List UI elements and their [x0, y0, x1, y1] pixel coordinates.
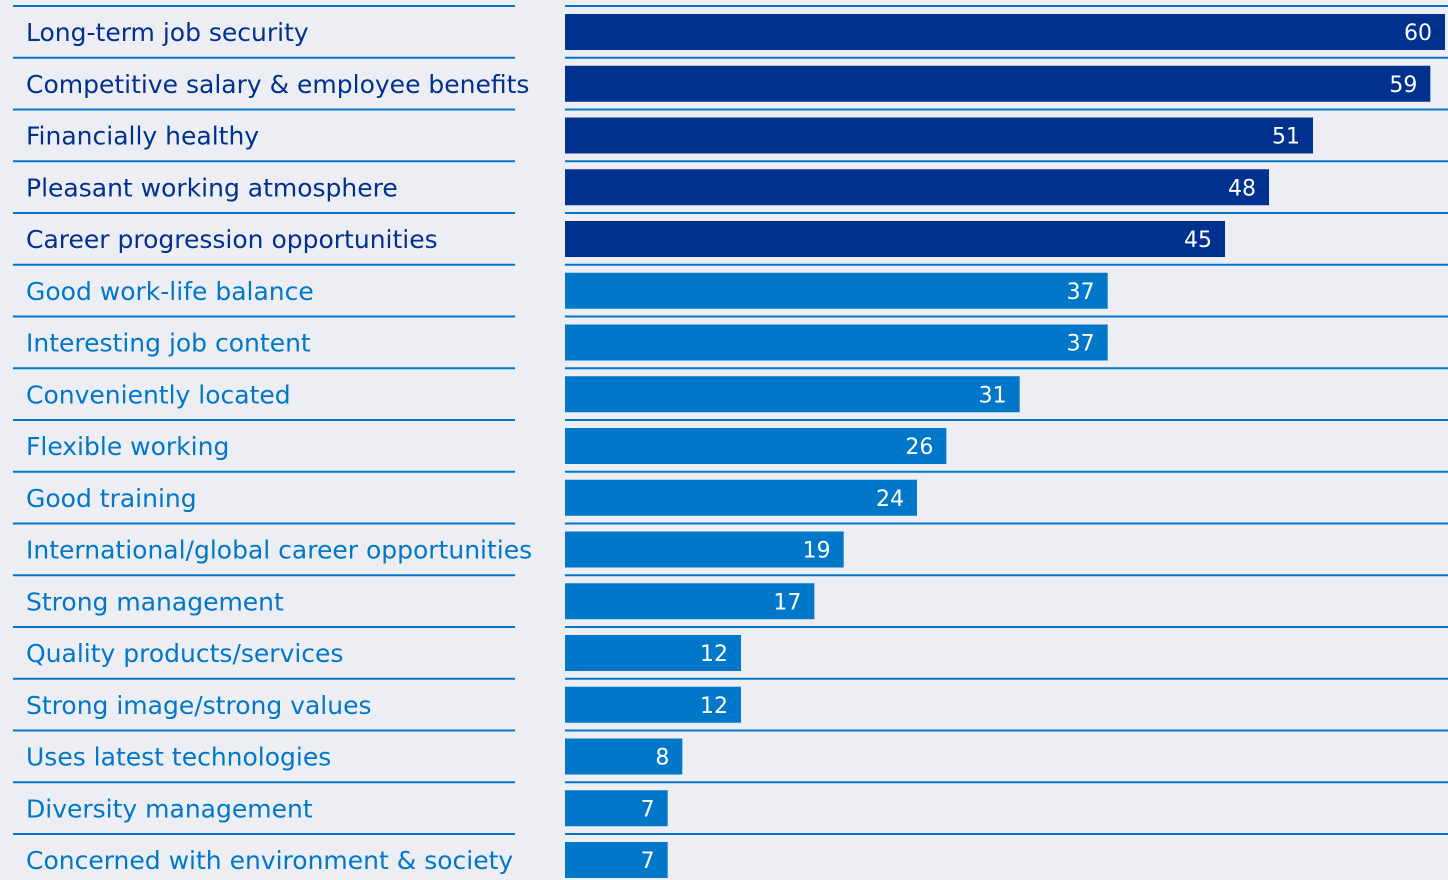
bar-value-label: 60 — [1404, 21, 1432, 46]
bar-value-label: 51 — [1272, 125, 1300, 150]
category-label: Strong management — [26, 587, 284, 616]
bar-value-label: 48 — [1228, 176, 1256, 201]
bar-value-label: 12 — [700, 642, 728, 667]
bar-value-label: 24 — [876, 487, 904, 512]
category-label: Quality products/services — [26, 639, 343, 668]
bar — [565, 428, 947, 464]
bar — [565, 65, 1431, 102]
bar — [565, 635, 741, 671]
bar — [565, 479, 917, 516]
category-label: Diversity management — [26, 794, 313, 823]
bar-value-label: 7 — [641, 849, 655, 874]
bar-value-label: 19 — [803, 539, 831, 564]
category-label: Pleasant working atmosphere — [26, 173, 398, 202]
category-label: Good training — [26, 484, 197, 513]
bar-value-label: 37 — [1067, 280, 1095, 305]
bar — [565, 272, 1108, 309]
category-label: Interesting job content — [26, 329, 311, 358]
category-label: Competitive salary & employee benefits — [26, 70, 529, 99]
bar-value-label: 45 — [1184, 228, 1212, 253]
bar — [565, 686, 741, 723]
bar — [565, 14, 1445, 50]
bar — [565, 221, 1225, 257]
category-label: Long-term job security — [26, 18, 309, 47]
bar-value-label: 37 — [1067, 332, 1095, 357]
bar-value-label: 59 — [1389, 73, 1417, 98]
category-label: Conveniently located — [26, 380, 291, 409]
bar — [565, 117, 1313, 154]
bar — [565, 324, 1108, 361]
bar-value-label: 31 — [979, 383, 1007, 408]
category-label: Financially healthy — [26, 122, 259, 151]
bar — [565, 169, 1269, 206]
category-label: Concerned with environment & society — [26, 846, 513, 875]
bar — [565, 531, 844, 568]
bar-value-label: 8 — [655, 746, 669, 771]
bar — [565, 376, 1020, 413]
bar — [565, 738, 683, 775]
category-label: Strong image/strong values — [26, 691, 371, 720]
bar-value-label: 26 — [905, 435, 933, 460]
chart-rows: Long-term job security 60 Competitive sala… — [13, 5, 1448, 878]
bar — [565, 583, 815, 620]
category-label: Good work-life balance — [26, 277, 314, 306]
category-label: Career progression opportunities — [26, 225, 438, 254]
category-label: Flexible working — [26, 432, 229, 461]
category-label: Uses latest technologies — [26, 743, 331, 772]
bar-value-label: 12 — [700, 694, 728, 719]
bar — [565, 842, 668, 878]
bar-value-label: 7 — [641, 797, 655, 822]
bar — [565, 790, 668, 827]
bar-value-label: 17 — [773, 590, 801, 615]
category-label: International/global career opportunitie… — [26, 536, 532, 565]
